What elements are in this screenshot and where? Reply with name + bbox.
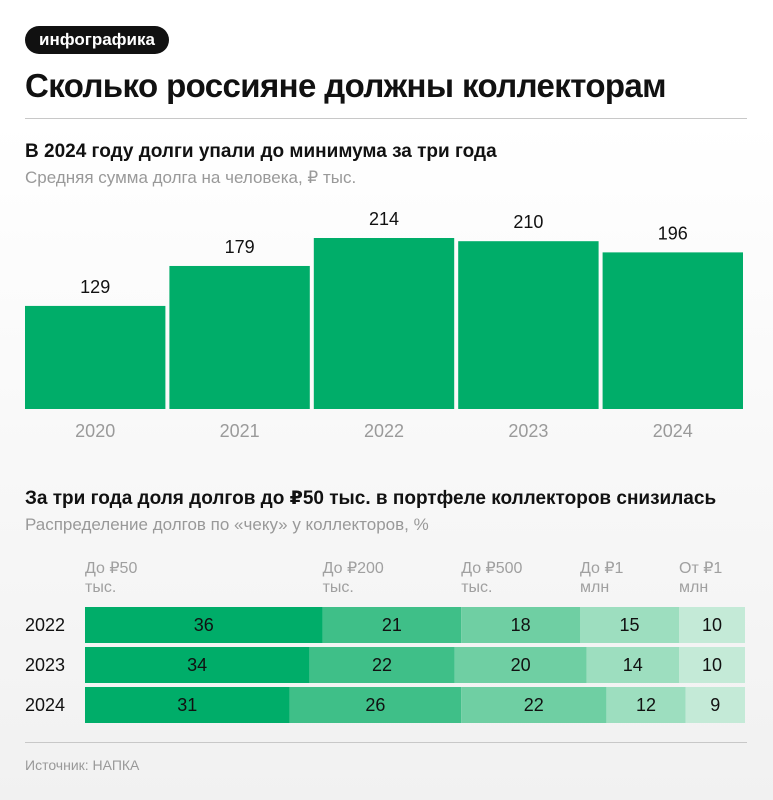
series-legend-label: До ₽1 млн xyxy=(580,560,624,596)
segment-value-label: 20 xyxy=(511,655,531,675)
segment-value-label: 9 xyxy=(710,695,720,715)
segment-2024-3 xyxy=(461,687,607,723)
avg-debt-bar-chart: 129 2020 179 2021 214 2022 210 2023 196 2024 xyxy=(25,209,743,441)
segment-2024-5 xyxy=(685,687,745,723)
segment-value-label: 36 xyxy=(194,615,214,635)
segment-value-label: 14 xyxy=(623,655,643,675)
bar-value-label: 129 xyxy=(80,277,110,297)
segment-2023-4 xyxy=(586,647,679,683)
segment-value-label: 18 xyxy=(511,615,531,635)
x-tick-label: 2023 xyxy=(508,421,548,441)
segment-value-label: 12 xyxy=(636,695,656,715)
segment-value-label: 31 xyxy=(177,695,197,715)
segment-value-label: 10 xyxy=(702,615,722,635)
chart1-title: В 2024 году долги упали до минимума за т… xyxy=(25,141,497,162)
series-legend-label: От ₽1 млн xyxy=(679,560,722,596)
segment-value-label: 22 xyxy=(524,695,544,715)
bar-value-label: 179 xyxy=(225,237,255,257)
segment-value-label: 10 xyxy=(702,655,722,675)
segment-2024-2 xyxy=(289,687,462,723)
segment-2023-5 xyxy=(679,647,745,683)
segment-value-label: 26 xyxy=(365,695,385,715)
segment-2022-2 xyxy=(322,607,462,643)
divider-top xyxy=(25,118,747,119)
source-note: Источник: НАПКА xyxy=(25,757,140,773)
segment-2024-4 xyxy=(606,687,686,723)
row-label: 2023 xyxy=(25,655,65,675)
segment-value-label: 22 xyxy=(372,655,392,675)
bar-2023 xyxy=(458,241,599,409)
bar-2020 xyxy=(25,305,166,409)
bar-2021 xyxy=(169,265,310,409)
series-legend-label: До ₽500 тыс. xyxy=(461,560,522,596)
segment-2022-1 xyxy=(85,607,323,643)
chart2-subtitle: Распределение долгов по «чеку» у коллект… xyxy=(25,515,429,534)
segment-2022-5 xyxy=(679,607,745,643)
row-label: 2024 xyxy=(25,695,65,715)
x-tick-label: 2022 xyxy=(364,421,404,441)
x-tick-label: 2020 xyxy=(75,421,115,441)
bar-value-label: 210 xyxy=(513,212,543,232)
segment-2024-1 xyxy=(85,687,290,723)
bar-2022 xyxy=(313,238,455,409)
bar-2024 xyxy=(602,252,743,409)
infographic-tag: инфографика xyxy=(25,26,169,54)
segment-2022-3 xyxy=(461,607,580,643)
segment-2023-3 xyxy=(454,647,587,683)
x-tick-label: 2021 xyxy=(220,421,260,441)
segment-2023-1 xyxy=(85,647,310,683)
debt-distribution-stacked-chart: До ₽50 тыс. До ₽200 тыс. До ₽500 тыс. До ₽1 млн… xyxy=(25,560,745,723)
segment-value-label: 15 xyxy=(619,615,639,635)
segment-2023-2 xyxy=(309,647,455,683)
chart2-title: За три года доля долгов до ₽50 тыс. в по… xyxy=(25,488,717,509)
chart1-subtitle: Средняя сумма долга на человека, ₽ тыс. xyxy=(25,168,357,187)
segment-value-label: 21 xyxy=(382,615,402,635)
series-legend-label: До ₽200 тыс. xyxy=(323,560,384,596)
segment-2022-4 xyxy=(580,607,679,643)
page-title: Сколько россияне должны коллекторам xyxy=(25,67,667,104)
bar-value-label: 214 xyxy=(369,209,399,229)
series-legend-label: До ₽50 тыс. xyxy=(85,560,137,596)
divider-bottom xyxy=(25,742,747,743)
bar-value-label: 196 xyxy=(658,223,688,243)
segment-value-label: 34 xyxy=(187,655,207,675)
row-label: 2022 xyxy=(25,615,65,635)
x-tick-label: 2024 xyxy=(653,421,693,441)
